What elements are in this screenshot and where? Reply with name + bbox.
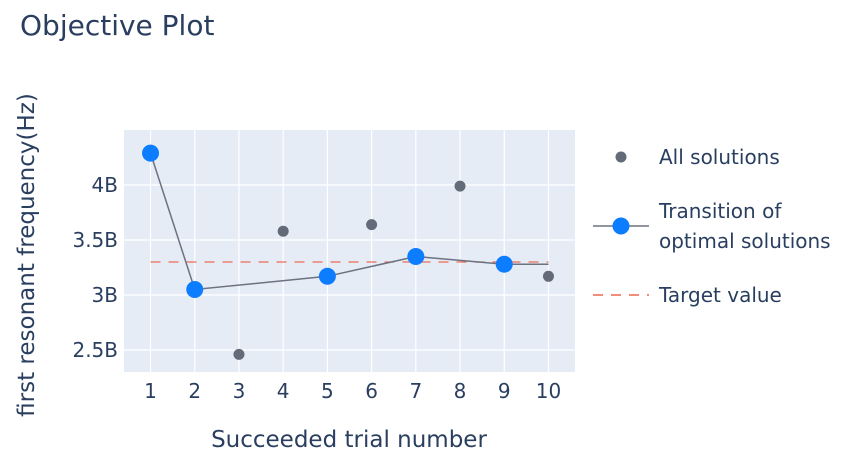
legend-transition-line-2: optimal solutions xyxy=(659,229,831,253)
tick-layer: 1 2 3 4 5 6 7 8 9 10 2.5B 3B 3.5B 4B xyxy=(72,173,561,403)
legend-all-solutions-label: All solutions xyxy=(659,145,780,169)
x-tick-label-7: 7 xyxy=(409,379,422,403)
legend-transition-marker xyxy=(612,217,630,235)
legend-transition-label: Transition of optimal solutions xyxy=(658,199,831,253)
all-solutions-point-4 xyxy=(277,225,289,237)
legend-item-all-solutions: All solutions xyxy=(615,145,780,169)
x-tick-label-4: 4 xyxy=(277,379,290,403)
all-solutions-point-3 xyxy=(233,348,245,360)
transition-point-5 xyxy=(318,267,336,285)
x-axis-label: Succeeded trial number xyxy=(211,427,487,453)
transition-point-1 xyxy=(142,144,160,162)
legend: All solutions Transition of optimal solu… xyxy=(593,145,831,307)
legend-target-label: Target value xyxy=(658,283,782,307)
x-tick-label-9: 9 xyxy=(498,379,511,403)
series-layer xyxy=(142,144,554,360)
x-tick-label-10: 10 xyxy=(536,379,561,403)
all-solutions-point-6 xyxy=(366,219,378,231)
y-axis-label: first resonant frequency(Hz) xyxy=(14,93,40,417)
y-tick-label-2-5b: 2.5B xyxy=(72,338,118,362)
transition-point-2 xyxy=(186,281,204,298)
x-tick-label-5: 5 xyxy=(321,379,334,403)
x-tick-label-8: 8 xyxy=(454,379,467,403)
y-tick-label-3-5b: 3.5B xyxy=(72,228,118,252)
x-tick-label-6: 6 xyxy=(365,379,378,403)
y-tick-label-4b: 4B xyxy=(92,173,118,197)
transition-point-9 xyxy=(495,255,513,273)
x-tick-label-3: 3 xyxy=(233,379,246,403)
legend-transition-line-1: Transition of xyxy=(658,199,782,223)
chart-title: Objective Plot xyxy=(20,9,214,42)
x-tick-label-1: 1 xyxy=(144,379,157,403)
y-tick-label-3b: 3B xyxy=(92,283,118,307)
legend-item-target-value: Target value xyxy=(593,283,782,307)
all-solutions-point-8 xyxy=(454,180,466,192)
plot-area xyxy=(124,130,575,372)
x-tick-label-2: 2 xyxy=(188,379,201,403)
legend-item-transition: Transition of optimal solutions xyxy=(593,199,831,253)
transition-point-7 xyxy=(407,248,425,265)
legend-all-solutions-marker xyxy=(615,151,627,163)
all-solutions-point-10 xyxy=(542,270,554,282)
